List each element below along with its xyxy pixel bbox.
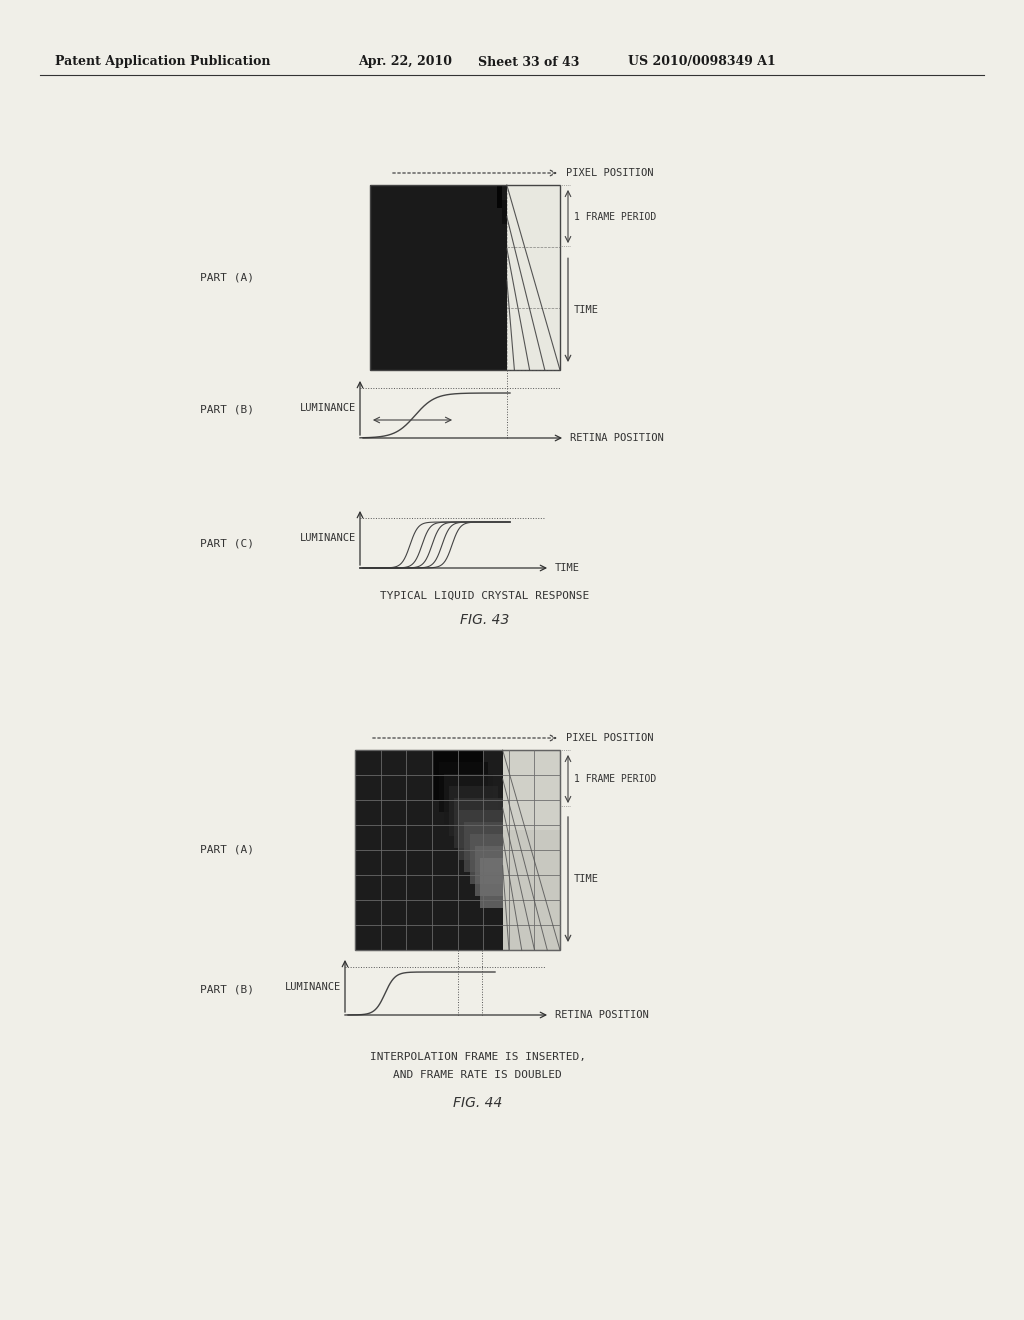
Polygon shape — [439, 762, 488, 812]
Polygon shape — [513, 231, 517, 255]
Polygon shape — [460, 810, 509, 861]
Text: TIME: TIME — [555, 564, 580, 573]
Text: PART (B): PART (B) — [200, 985, 254, 995]
Polygon shape — [507, 249, 560, 370]
Bar — [370, 185, 560, 370]
Text: US 2010/0098349 A1: US 2010/0098349 A1 — [628, 55, 776, 69]
Text: PART (A): PART (A) — [200, 845, 254, 855]
Text: PART (B): PART (B) — [200, 405, 254, 414]
Polygon shape — [507, 185, 560, 249]
Polygon shape — [518, 247, 522, 269]
Polygon shape — [550, 339, 554, 362]
Polygon shape — [502, 201, 507, 223]
Text: LUMINANCE: LUMINANCE — [300, 533, 356, 543]
Polygon shape — [465, 822, 514, 873]
Polygon shape — [475, 846, 524, 896]
Bar — [370, 185, 560, 370]
Text: Sheet 33 of 43: Sheet 33 of 43 — [478, 55, 580, 69]
Text: Patent Application Publication: Patent Application Publication — [55, 55, 270, 69]
Polygon shape — [523, 263, 528, 285]
Text: FIG. 43: FIG. 43 — [461, 612, 510, 627]
Text: PART (A): PART (A) — [200, 272, 254, 282]
Polygon shape — [444, 774, 494, 824]
Text: 1 FRAME PERIOD: 1 FRAME PERIOD — [574, 774, 656, 784]
Polygon shape — [539, 309, 544, 331]
Polygon shape — [503, 750, 560, 830]
Bar — [355, 750, 560, 950]
Text: LUMINANCE: LUMINANCE — [300, 403, 356, 413]
Polygon shape — [497, 185, 502, 209]
Text: RETINA POSITION: RETINA POSITION — [555, 1010, 649, 1020]
Text: INTERPOLATION FRAME IS INSERTED,: INTERPOLATION FRAME IS INSERTED, — [370, 1052, 586, 1063]
Text: AND FRAME RATE IS DOUBLED: AND FRAME RATE IS DOUBLED — [393, 1071, 562, 1080]
Text: PIXEL POSITION: PIXEL POSITION — [566, 168, 653, 178]
Polygon shape — [434, 750, 483, 800]
Text: Apr. 22, 2010: Apr. 22, 2010 — [358, 55, 452, 69]
Text: 1 FRAME PERIOD: 1 FRAME PERIOD — [574, 211, 656, 222]
Polygon shape — [528, 277, 534, 301]
Polygon shape — [534, 293, 539, 315]
Text: FIG. 44: FIG. 44 — [453, 1096, 502, 1110]
Text: LUMINANCE: LUMINANCE — [285, 982, 341, 993]
Polygon shape — [470, 834, 519, 884]
Bar — [355, 750, 560, 950]
Text: RETINA POSITION: RETINA POSITION — [570, 433, 664, 444]
Polygon shape — [450, 785, 499, 836]
Polygon shape — [455, 799, 504, 847]
Polygon shape — [370, 185, 507, 370]
Polygon shape — [507, 216, 512, 239]
Polygon shape — [544, 323, 549, 347]
Polygon shape — [555, 355, 559, 370]
Bar — [355, 750, 503, 950]
Polygon shape — [480, 858, 529, 908]
Text: PIXEL POSITION: PIXEL POSITION — [566, 733, 653, 743]
Text: TIME: TIME — [574, 305, 599, 315]
Text: TIME: TIME — [574, 874, 599, 884]
Polygon shape — [503, 830, 560, 950]
Text: TYPICAL LIQUID CRYSTAL RESPONSE: TYPICAL LIQUID CRYSTAL RESPONSE — [380, 591, 590, 601]
Text: PART (C): PART (C) — [200, 539, 254, 548]
